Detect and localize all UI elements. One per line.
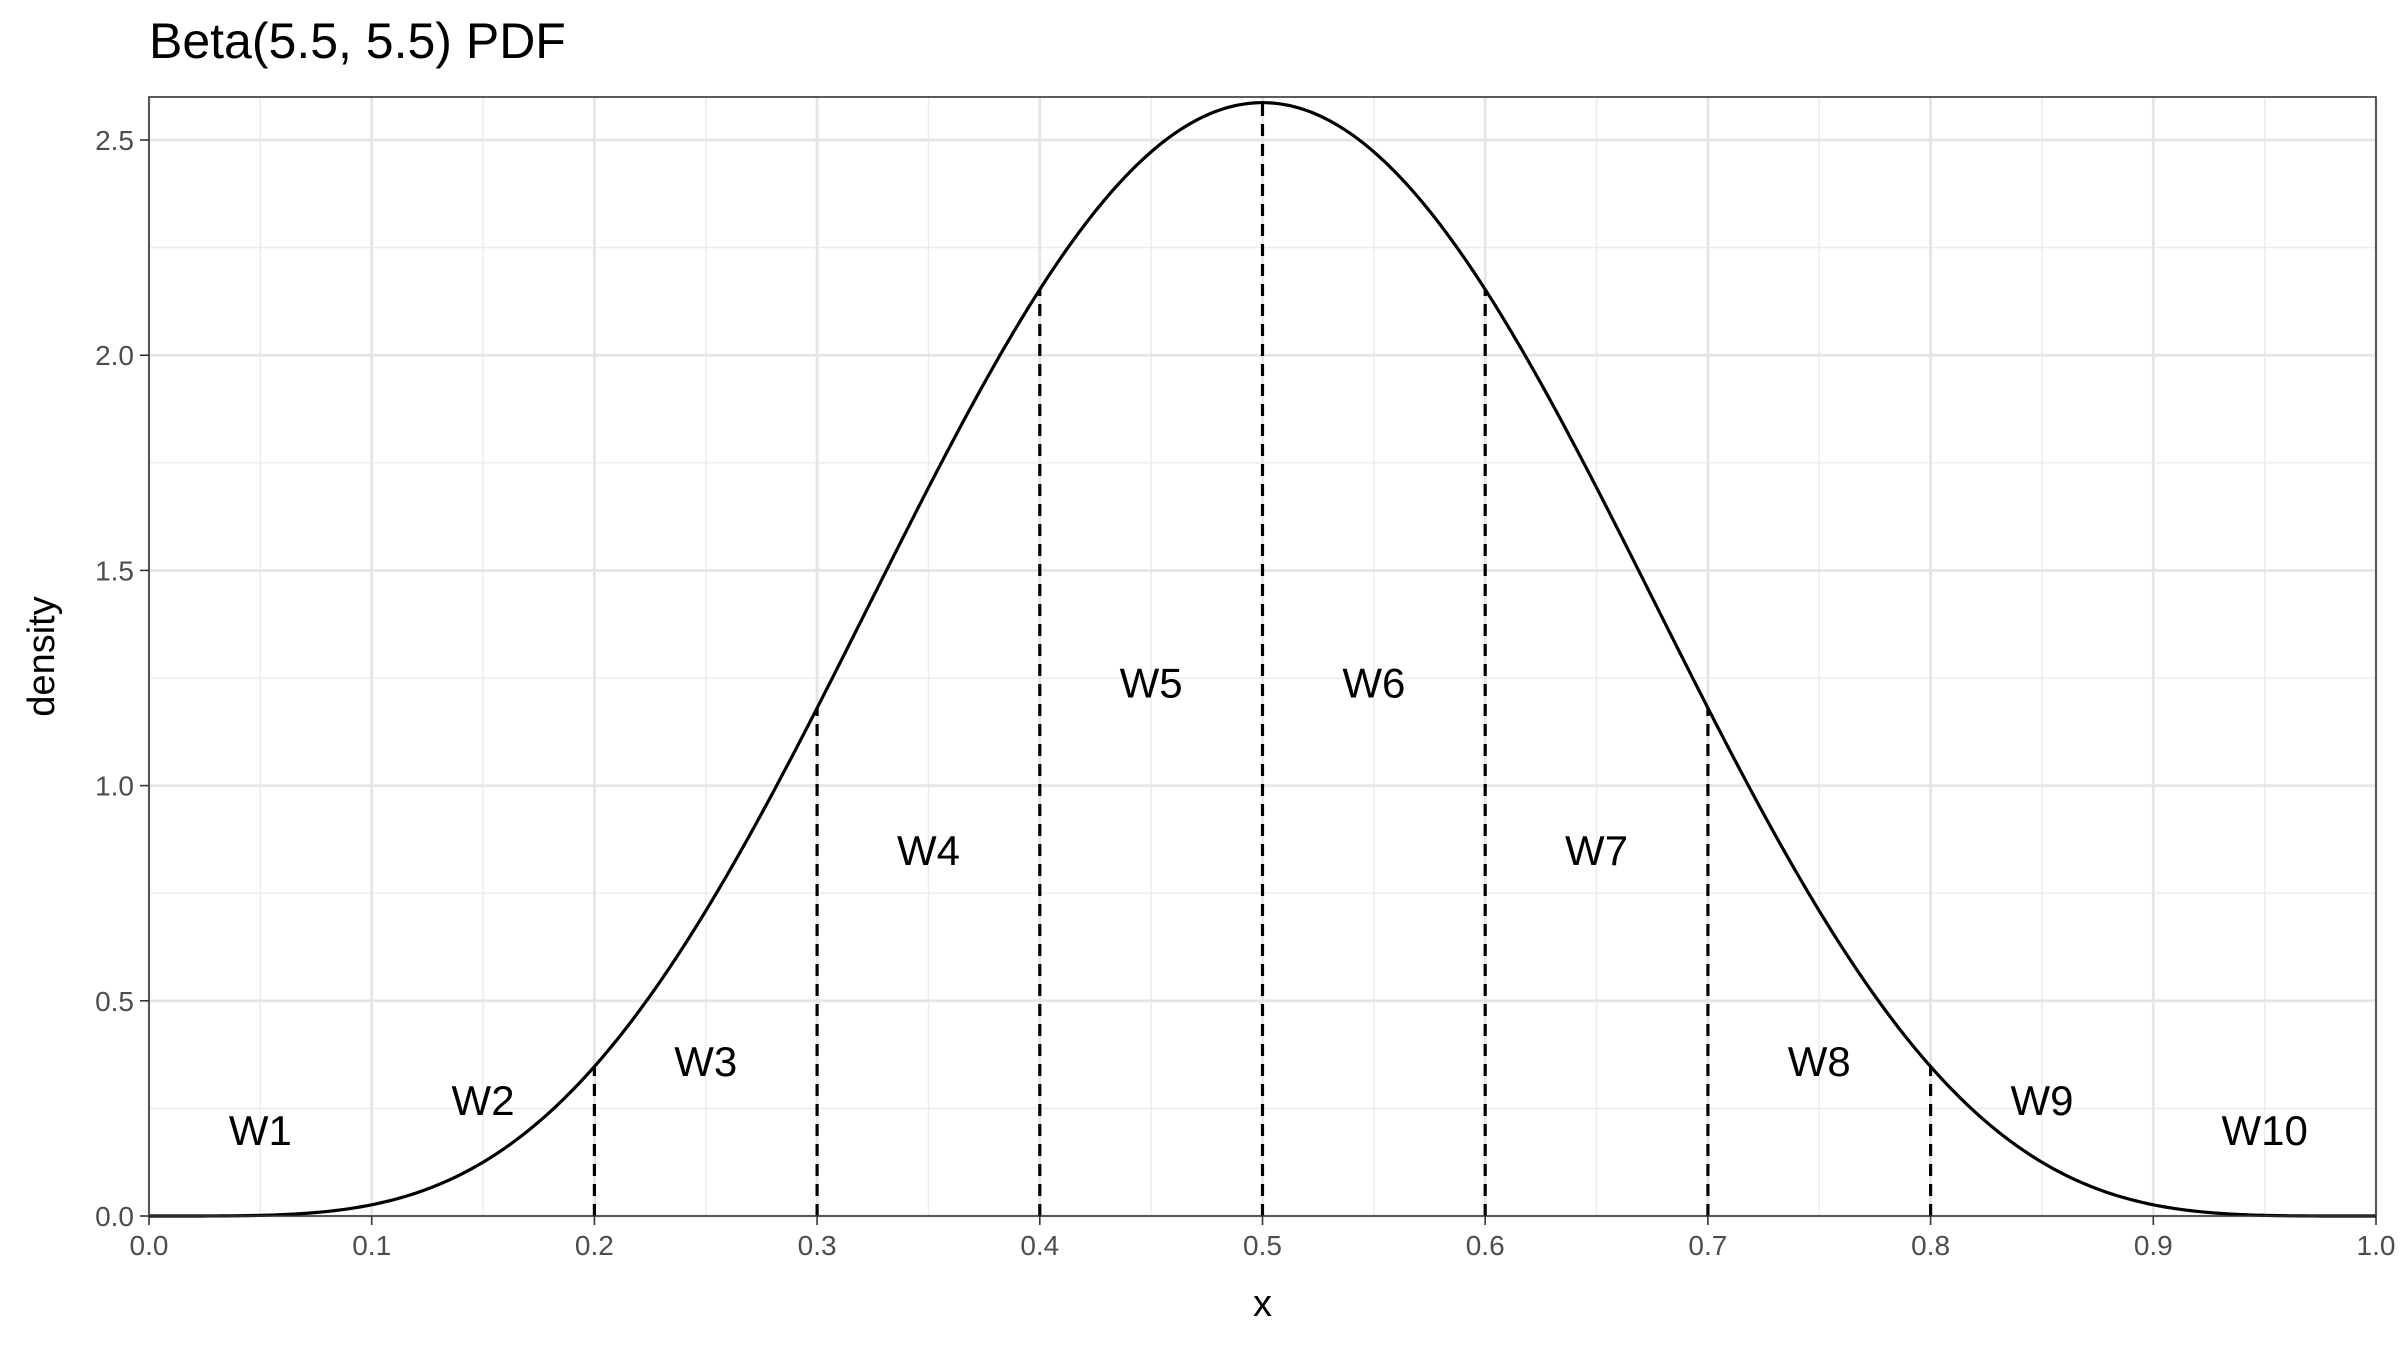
x-tick-label: 0.3	[798, 1230, 837, 1261]
window-label: W10	[2221, 1107, 2307, 1154]
window-label: W2	[452, 1077, 515, 1124]
boundary-lines	[592, 102, 1933, 1216]
window-label: W5	[1120, 659, 1183, 706]
panel-border	[148, 96, 2377, 1217]
x-tick-label: 0.7	[1688, 1230, 1727, 1261]
x-tick-label: 0.9	[2134, 1230, 2173, 1261]
x-tick-label: 0.0	[130, 1230, 169, 1261]
window-label: W7	[1565, 827, 1628, 874]
density-curve	[149, 101, 2376, 1218]
y-tick-label: 0.5	[95, 986, 134, 1017]
x-tick-label: 0.4	[1020, 1230, 1059, 1261]
y-tick-label: 1.5	[95, 555, 134, 586]
y-tick-label: 2.5	[95, 125, 134, 156]
axis-ticks: 0.0 0.1 0.2 0.3 0.4 0.5 0.6 0.7 0.8 0.9 1.0 0.0 0.5 1…	[95, 125, 2395, 1261]
y-tick-label: 2.0	[95, 340, 134, 371]
window-labels: W1 W2 W3 W4 W5 W6 W7 W8 W9 W10	[229, 659, 2308, 1154]
chart-title: Beta(5.5, 5.5) PDF	[149, 13, 566, 69]
x-tick-label: 0.5	[1243, 1230, 1282, 1261]
window-label: W9	[2010, 1077, 2073, 1124]
x-tick-label: 0.2	[575, 1230, 614, 1261]
x-tick-label: 0.8	[1911, 1230, 1950, 1261]
x-tick-label: 0.6	[1466, 1230, 1505, 1261]
window-label: W4	[897, 827, 960, 874]
window-label: W1	[229, 1107, 292, 1154]
window-label: W6	[1342, 659, 1405, 706]
x-tick-label: 1.0	[2357, 1230, 2396, 1261]
x-axis-title: x	[1253, 1283, 1272, 1325]
curve-layer	[149, 101, 2376, 1218]
y-tick-label: 1.0	[95, 771, 134, 802]
y-tick-label: 0.0	[95, 1201, 134, 1232]
window-label: W3	[674, 1038, 737, 1085]
x-tick-label: 0.1	[352, 1230, 391, 1261]
y-axis-title: density	[21, 596, 63, 716]
window-label: W8	[1788, 1038, 1851, 1085]
